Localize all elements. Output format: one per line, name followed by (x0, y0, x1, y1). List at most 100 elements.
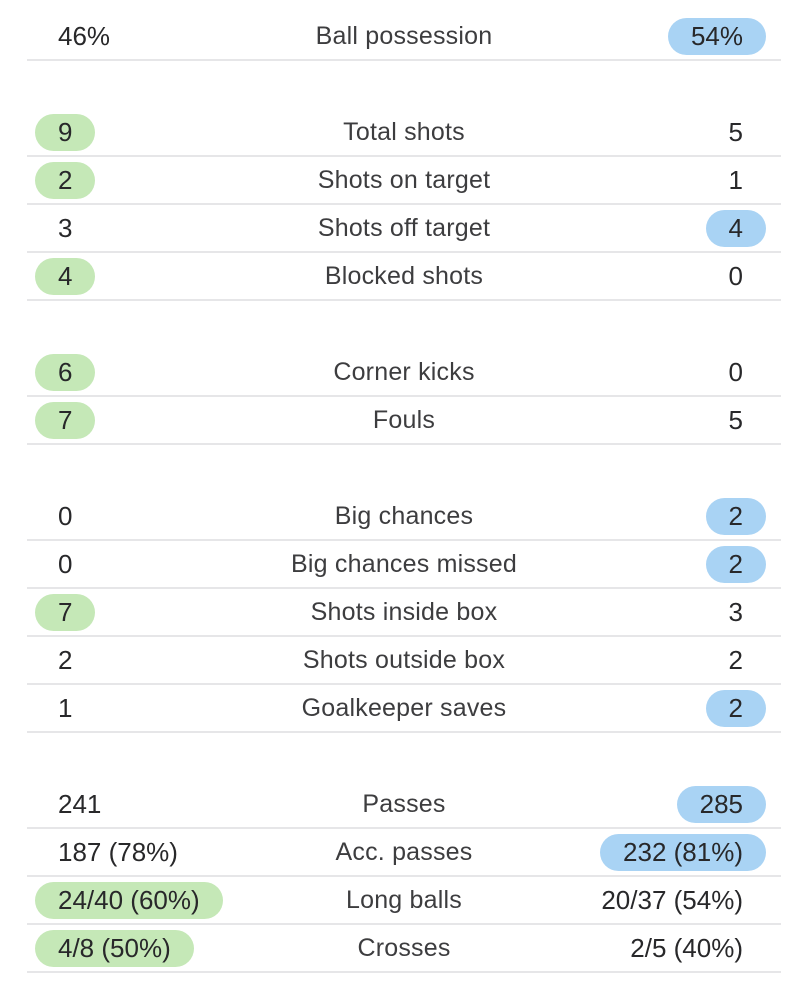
stat-row: 241 Passes 285 (27, 781, 781, 829)
away-value-highlight-pill: 232 (81%) (600, 833, 766, 871)
home-value: 46% (58, 20, 111, 51)
home-value: 0 (58, 548, 73, 579)
stat-row: 7 Shots inside box 3 (27, 589, 781, 637)
home-value: 187 (78%) (58, 836, 178, 867)
home-value-cell: 24/40 (60%) (27, 881, 242, 919)
away-value-highlight-pill: 285 (676, 785, 766, 823)
away-value-cell: 2 (566, 497, 781, 535)
stat-label: Crosses (357, 933, 451, 962)
home-value: 241 (58, 788, 102, 819)
home-value-cell: 1 (27, 690, 242, 727)
stat-label: Passes (362, 789, 446, 818)
home-value-cell: 6 (27, 353, 242, 391)
away-value-cell: 1 (566, 162, 781, 199)
away-value-cell: 4 (566, 209, 781, 247)
away-value: 3 (728, 596, 743, 627)
home-value-cell: 0 (27, 498, 242, 535)
away-value-cell: 2 (566, 545, 781, 583)
away-value: 0 (728, 356, 743, 387)
home-value-cell: 2 (27, 642, 242, 679)
stat-row: 0 Big chances 2 (27, 493, 781, 541)
stat-label: Shots inside box (310, 597, 498, 626)
stats-group: 46% Ball possession 54% (0, 13, 808, 61)
away-value: 20/37 (54%) (601, 884, 743, 915)
stat-row: 4/8 (50%) Crosses 2/5 (40%) (27, 925, 781, 973)
away-value: 2/5 (40%) (630, 932, 743, 963)
home-value: 1 (58, 692, 73, 723)
stat-row: 6 Corner kicks 0 (27, 349, 781, 397)
stat-label: Shots outside box (302, 645, 506, 674)
away-value-cell: 54% (566, 17, 781, 55)
home-value-highlight-pill: 24/40 (60%) (35, 881, 223, 919)
stat-row: 187 (78%) Acc. passes 232 (81%) (27, 829, 781, 877)
stat-label: Fouls (372, 405, 436, 434)
stat-row: 0 Big chances missed 2 (27, 541, 781, 589)
away-value-cell: 5 (566, 114, 781, 151)
stat-row: 9 Total shots 5 (27, 109, 781, 157)
stat-label: Acc. passes (335, 837, 473, 866)
away-value-cell: 0 (566, 354, 781, 391)
home-value-cell: 0 (27, 546, 242, 583)
home-value-highlight-pill: 7 (35, 593, 96, 631)
stats-group: 9 Total shots 5 2 Shots on target 1 3 Shots off… (0, 109, 808, 301)
away-value-cell: 2 (566, 689, 781, 727)
away-value-cell: 0 (566, 258, 781, 295)
stats-group: 6 Corner kicks 0 7 Fouls 5 (0, 349, 808, 445)
home-value: 3 (58, 212, 73, 243)
away-value-highlight-pill: 4 (705, 209, 766, 247)
away-value: 5 (728, 404, 743, 435)
stat-label: Big chances missed (291, 549, 517, 578)
away-value: 2 (728, 644, 743, 675)
home-value-highlight-pill: 4 (35, 257, 96, 295)
away-value: 5 (728, 116, 743, 147)
away-value-cell: 232 (81%) (566, 833, 781, 871)
away-value-highlight-pill: 2 (705, 689, 766, 727)
home-value-cell: 7 (27, 401, 242, 439)
home-value-cell: 9 (27, 113, 242, 151)
stat-row: 1 Goalkeeper saves 2 (27, 685, 781, 733)
away-value-cell: 5 (566, 402, 781, 439)
stat-row: 3 Shots off target 4 (27, 205, 781, 253)
home-value-highlight-pill: 7 (35, 401, 96, 439)
stat-row: 2 Shots outside box 2 (27, 637, 781, 685)
stat-row: 4 Blocked shots 0 (27, 253, 781, 301)
away-value: 0 (728, 260, 743, 291)
stat-label: Long balls (346, 885, 462, 914)
home-value-cell: 187 (78%) (27, 834, 242, 871)
home-value: 0 (58, 500, 73, 531)
home-value-cell: 4/8 (50%) (27, 929, 242, 967)
away-value-cell: 285 (566, 785, 781, 823)
stat-label: Corner kicks (333, 357, 475, 386)
away-value-highlight-pill: 2 (705, 497, 766, 535)
away-value-cell: 3 (566, 594, 781, 631)
stat-row: 24/40 (60%) Long balls 20/37 (54%) (27, 877, 781, 925)
stats-group: 241 Passes 285 187 (78%) Acc. passes 232 (81%… (0, 781, 808, 973)
home-value-highlight-pill: 2 (35, 161, 96, 199)
stat-row: 7 Fouls 5 (27, 397, 781, 445)
home-value-highlight-pill: 4/8 (50%) (35, 929, 194, 967)
home-value-cell: 7 (27, 593, 242, 631)
home-value-cell: 4 (27, 257, 242, 295)
away-value-cell: 2 (566, 642, 781, 679)
stat-label: Blocked shots (324, 261, 484, 290)
away-value-highlight-pill: 54% (667, 17, 766, 55)
home-value-cell: 3 (27, 210, 242, 247)
stat-label: Total shots (343, 117, 465, 146)
away-value: 1 (728, 164, 743, 195)
stat-label: Big chances (334, 501, 474, 530)
stats-group: 0 Big chances 2 0 Big chances missed 2 7 Shots … (0, 493, 808, 733)
stat-row: 46% Ball possession 54% (27, 13, 781, 61)
home-value-highlight-pill: 6 (35, 353, 96, 391)
stat-label: Goalkeeper saves (301, 693, 507, 722)
away-value-highlight-pill: 2 (705, 545, 766, 583)
home-value: 2 (58, 644, 73, 675)
home-value-cell: 2 (27, 161, 242, 199)
home-value-highlight-pill: 9 (35, 113, 96, 151)
home-value-cell: 46% (27, 18, 242, 55)
stat-label: Shots on target (317, 165, 491, 194)
stat-row: 2 Shots on target 1 (27, 157, 781, 205)
away-value-cell: 2/5 (40%) (566, 930, 781, 967)
home-value-cell: 241 (27, 786, 242, 823)
stat-label: Ball possession (315, 21, 493, 50)
